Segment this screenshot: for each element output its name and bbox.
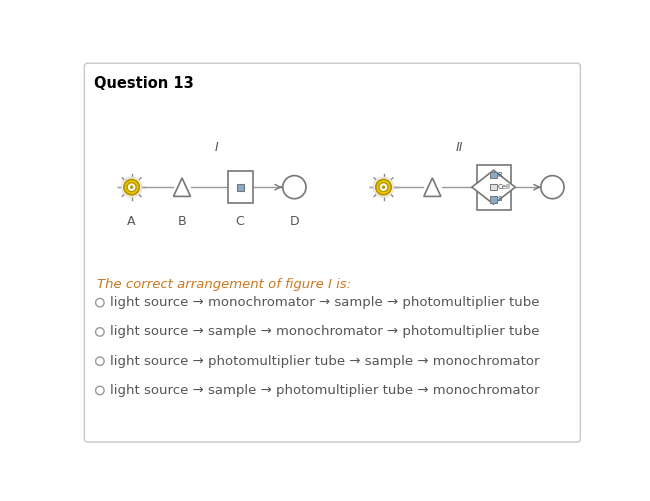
Bar: [491, 196, 497, 202]
Circle shape: [124, 179, 139, 195]
Circle shape: [127, 183, 136, 192]
Circle shape: [376, 179, 391, 195]
Circle shape: [130, 185, 133, 189]
Circle shape: [382, 185, 385, 189]
Polygon shape: [174, 178, 190, 196]
Circle shape: [283, 176, 306, 199]
Polygon shape: [472, 170, 515, 204]
Circle shape: [96, 299, 104, 307]
Polygon shape: [424, 178, 441, 196]
Text: light source → photomultiplier tube → sample → monochromator: light source → photomultiplier tube → sa…: [110, 355, 539, 368]
Text: light source → sample → monochromator → photomultiplier tube: light source → sample → monochromator → …: [110, 326, 539, 339]
Text: B: B: [177, 215, 187, 228]
Text: R: R: [497, 172, 502, 178]
Circle shape: [373, 177, 394, 197]
Circle shape: [541, 176, 564, 199]
Circle shape: [96, 386, 104, 395]
FancyBboxPatch shape: [84, 63, 580, 442]
Circle shape: [96, 328, 104, 336]
Text: The correct arrangement of figure I is:: The correct arrangement of figure I is:: [97, 278, 351, 291]
Text: Cell: Cell: [497, 184, 510, 190]
Text: II: II: [456, 141, 463, 154]
Bar: [491, 172, 497, 178]
Circle shape: [96, 357, 104, 365]
Text: Question 13: Question 13: [94, 76, 194, 91]
Bar: [237, 184, 244, 191]
Circle shape: [122, 177, 142, 197]
Text: S: S: [497, 196, 502, 202]
Text: A: A: [127, 215, 136, 228]
Text: I: I: [215, 141, 219, 154]
Bar: [227, 171, 252, 203]
Bar: [476, 165, 511, 209]
Text: C: C: [236, 215, 244, 228]
Text: light source → monochromator → sample → photomultiplier tube: light source → monochromator → sample → …: [110, 296, 539, 309]
Bar: [491, 184, 497, 190]
Text: D: D: [289, 215, 299, 228]
Text: light source → sample → photomultiplier tube → monochromator: light source → sample → photomultiplier …: [110, 384, 539, 397]
Circle shape: [379, 183, 388, 192]
